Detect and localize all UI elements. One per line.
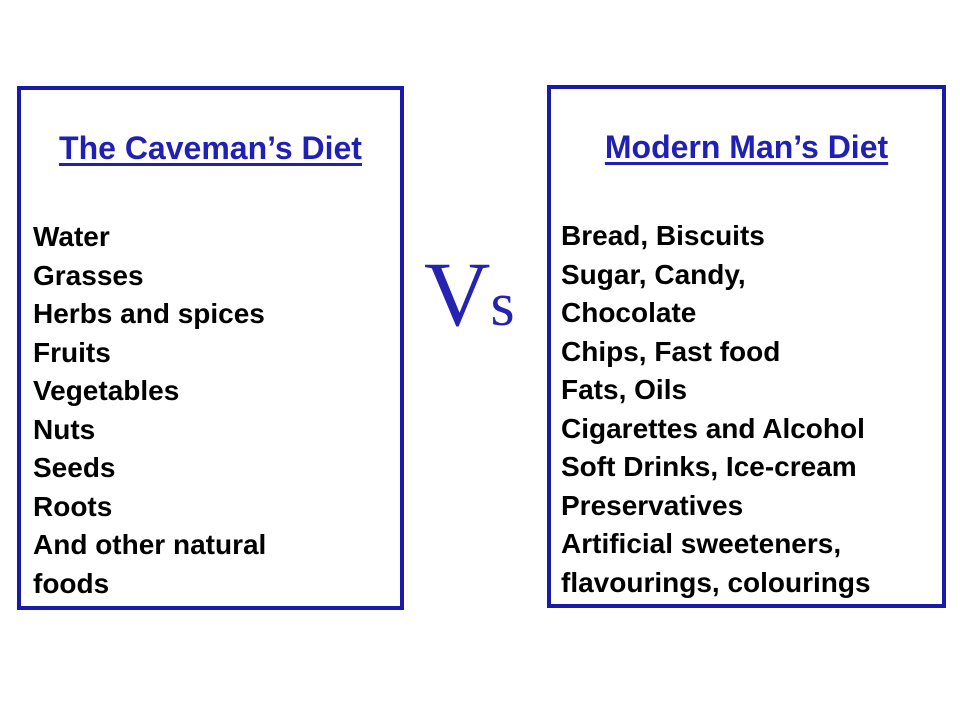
list-line: Preservatives	[561, 489, 744, 521]
list-line: Fruits	[33, 336, 111, 368]
modern-diet-panel: Modern Man’s Diet Bread, Biscuits Sugar, …	[547, 85, 946, 608]
list-line: Soft Drinks, Ice-cream	[561, 451, 857, 482]
vs-text: Vs	[424, 248, 515, 340]
list-line: Grasses	[33, 259, 144, 291]
list-line: Water	[33, 221, 110, 252]
list-line: Roots	[33, 490, 113, 522]
list-line: Vegetables	[33, 375, 180, 406]
list-line: Chocolate	[561, 297, 697, 328]
list-line: flavourings, colourings	[561, 566, 871, 598]
vs-letter-s: s	[490, 271, 515, 339]
list-line: Fats, Oils	[561, 374, 688, 405]
caveman-diet-title: The Caveman’s Diet	[59, 130, 362, 166]
list-line: Cigarettes and Alcohol	[561, 412, 865, 444]
list-line: Artificial sweeteners,	[561, 528, 842, 559]
list-line: Bread, Biscuits	[561, 220, 765, 251]
list-line: Chips, Fast food	[561, 335, 781, 367]
list-line: Sugar, Candy,	[561, 258, 746, 290]
caveman-diet-panel: The Caveman’s Diet Water Grasses Herbs and…	[17, 86, 404, 610]
list-line: Nuts	[33, 413, 96, 445]
modern-diet-list: Bread, Biscuits Sugar, Candy, Chocolate Chi…	[551, 217, 942, 602]
caveman-diet-list: Water Grasses Herbs and spices Fruits Vegeta…	[21, 218, 400, 603]
modern-diet-title: Modern Man’s Diet	[604, 129, 889, 165]
list-line: Herbs and spices	[33, 298, 265, 329]
list-line: foods	[33, 567, 110, 599]
list-line: Seeds	[33, 452, 116, 483]
vs-letter-v: V	[424, 243, 491, 345]
list-line: And other natural	[33, 529, 267, 560]
